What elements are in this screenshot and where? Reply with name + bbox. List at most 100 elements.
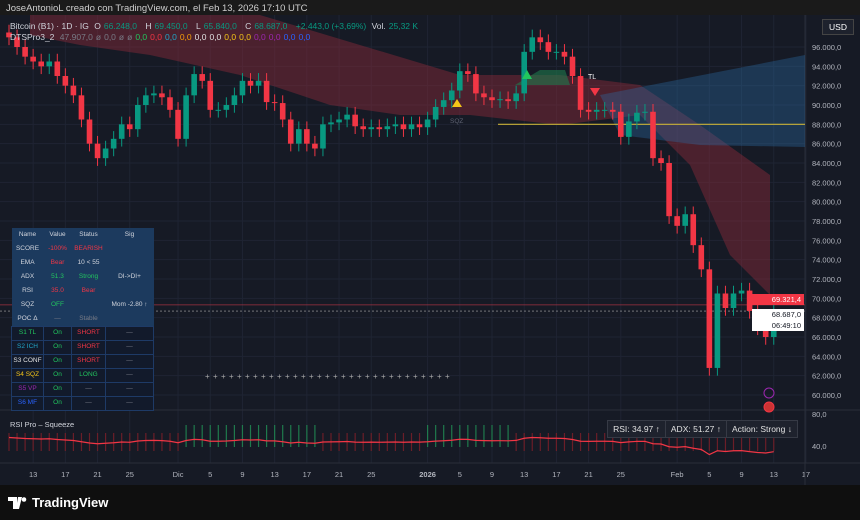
indicator-name[interactable]: DTSPro3_2 <box>10 32 55 42</box>
symbol-legend[interactable]: Bitcoin (B1) · 1D · IG O 66.248,0 H 69.450… <box>10 21 424 31</box>
chart-pane[interactable]: 96.000,0 94.000,0 92.000,0 90.000,0 88.000,0… <box>0 15 860 485</box>
table-cell: LONG <box>71 367 106 383</box>
candle <box>585 109 592 112</box>
table-cell: On <box>43 395 72 411</box>
time-axis-label: 13 <box>770 470 778 479</box>
table-cell: Bear <box>43 256 72 270</box>
candle <box>682 214 688 226</box>
table-cell: BEARISH <box>71 242 106 256</box>
candle <box>481 93 487 98</box>
indicator-value: 0,0 <box>224 32 237 42</box>
attribution-bar: JoseAntonioL creado con TradingView.com,… <box>0 0 860 15</box>
candle <box>577 76 584 110</box>
table-cell: — <box>105 395 154 411</box>
candle <box>746 290 753 311</box>
time-axis-label: 25 <box>367 470 375 479</box>
table-cell: — <box>105 325 154 341</box>
rsi-panel-title[interactable]: RSI Pro – Squeeze <box>10 420 75 429</box>
plus-marker: + <box>245 372 250 381</box>
price-axis-label: 92.000,0 <box>812 82 841 91</box>
candle <box>714 293 721 368</box>
candle <box>360 126 366 130</box>
table-cell: RSI <box>11 284 44 298</box>
adx-readout: ADX: 51.27 ↑ <box>666 421 727 437</box>
candle <box>135 105 141 130</box>
indicator-legend[interactable]: DTSPro3_2 47.907,0 ø 0,0 ø ø 0,0 0,0 0,0 0,0 0,0 0… <box>10 32 313 42</box>
table-cell: POC Δ <box>11 312 44 326</box>
candle <box>279 103 286 120</box>
plus-marker: + <box>253 372 258 381</box>
price-axis-label: 82.000,0 <box>812 178 841 187</box>
indicator-value: ø <box>118 32 125 42</box>
candle <box>730 293 737 308</box>
time-axis-label: 25 <box>617 470 625 479</box>
last-price-tag: 68.687,0 <box>752 309 804 320</box>
table-cell: SHORT <box>71 339 106 355</box>
table-cell <box>105 284 154 298</box>
low-label: L <box>195 21 201 31</box>
table-cell: — <box>43 312 72 326</box>
candle <box>529 37 536 52</box>
candle <box>271 102 278 104</box>
price-axis-label: 86.000,0 <box>812 140 841 149</box>
price-axis-label: 68.000,0 <box>812 314 841 323</box>
tradingview-brand: TradingView <box>32 495 109 510</box>
table-cell: Stable <box>71 312 106 326</box>
open-value: 66.248,0 <box>103 21 137 31</box>
candle <box>30 56 36 62</box>
table-row: S3 CONF On SHORT — <box>11 353 154 369</box>
time-axis-label: 21 <box>93 470 101 479</box>
candle <box>666 163 672 217</box>
table-cell: DI->DI+ <box>105 270 154 284</box>
candle <box>553 51 560 53</box>
table-cell <box>105 312 154 326</box>
table-cell: 35.0 <box>43 284 72 298</box>
vol-value: 25,32 K <box>388 21 419 31</box>
us-flag-event-icon <box>763 401 775 413</box>
time-axis-label: 17 <box>61 470 69 479</box>
table-header-cell: Value <box>43 228 72 242</box>
table-cell: S3 CONF <box>11 353 44 369</box>
plus-marker: + <box>445 372 450 381</box>
buy-triangle-icon <box>522 70 532 79</box>
tradingview-logo-icon <box>8 496 27 509</box>
indicator-value: 0,0 <box>135 32 148 42</box>
table-cell <box>71 298 106 312</box>
table-cell: Bear <box>71 284 106 298</box>
candle <box>304 129 310 144</box>
currency-button[interactable]: USD <box>822 19 854 35</box>
plus-marker: + <box>269 372 274 381</box>
indicator-value: 0,0 <box>179 32 192 42</box>
candle <box>561 51 568 57</box>
indicator-value: 0,0 <box>239 32 251 42</box>
table-cell: S5 VP <box>11 381 44 397</box>
candle <box>706 269 713 368</box>
table-row: S5 VP On — — <box>11 381 154 397</box>
plus-marker: + <box>309 372 314 381</box>
candle <box>698 245 705 270</box>
plus-marker: + <box>333 372 338 381</box>
time-axis-label: 5 <box>707 470 711 479</box>
candle <box>239 80 246 96</box>
plus-marker: + <box>397 372 402 381</box>
candle <box>634 112 640 122</box>
table-header-cell: Sig <box>105 228 154 242</box>
candle <box>70 85 77 96</box>
candle <box>255 80 262 86</box>
candle <box>287 119 294 144</box>
candle <box>54 61 61 76</box>
plus-marker: + <box>437 372 442 381</box>
plus-marker: + <box>229 372 234 381</box>
candle <box>738 290 745 294</box>
table-row: POC Δ — Stable <box>11 312 154 326</box>
candle <box>207 80 214 110</box>
rsi-info-box: RSI: 34.97 ↑ ADX: 51.27 ↑ Action: Strong… <box>607 420 798 438</box>
candle <box>94 143 101 159</box>
line-price-tag: 69.321,4 <box>752 294 804 305</box>
table-cell: — <box>105 353 154 369</box>
table-cell: SCORE <box>11 242 44 256</box>
candle <box>199 74 205 81</box>
table-row: S4 SQZ On LONG — <box>11 367 154 383</box>
indicator-value: ø <box>127 32 133 42</box>
symbol-name[interactable]: Bitcoin (B1) · 1D · IG <box>10 21 89 31</box>
